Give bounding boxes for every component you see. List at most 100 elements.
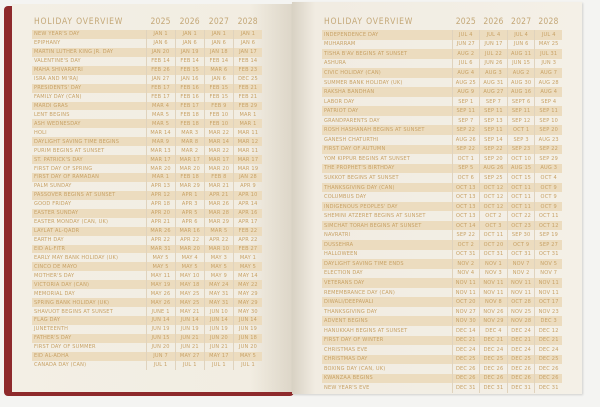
holiday-date: JUN 20 — [145, 342, 176, 352]
holiday-date: OCT 13 — [451, 192, 480, 202]
holiday-date: DEC 26 — [451, 364, 480, 374]
holiday-date: AUG 3 — [479, 68, 508, 78]
holiday-name: Victoria Day (CAN) — [32, 280, 146, 290]
year-header: 2027 — [511, 17, 532, 27]
holiday-date: APR 22 — [203, 235, 234, 245]
holiday-name: Civic Holiday (CAN) — [322, 68, 452, 78]
holiday-name: Independence Day — [322, 30, 452, 40]
holiday-date: MAY 31 — [203, 298, 234, 308]
holiday-name: Juneteenth — [34, 326, 69, 333]
holiday-date: OCT 15 — [506, 173, 535, 183]
holiday-date: JUN 10 — [203, 307, 234, 316]
holiday-date: MAY 3 — [203, 253, 234, 263]
table-row: Spring Bank Holiday (UK) MAY 26 MAY 25 MAY … — [32, 298, 262, 308]
holiday-name: Shemini Atzeret Begins at Sunset — [324, 213, 426, 220]
holiday-date: DEC 26 — [534, 373, 562, 384]
holiday-date: DEC 21 — [506, 335, 535, 346]
holiday-date: SEP 11 — [506, 106, 535, 116]
holiday-date: DEC 26 — [451, 373, 480, 384]
holiday-name: Veterans Day — [322, 278, 452, 288]
holiday-date: JUN 19 — [145, 324, 176, 334]
holiday-name: Eid al-Adha — [32, 351, 146, 361]
holiday-date: NOV 11 — [534, 278, 562, 288]
holiday-date: DEC 21 — [451, 335, 480, 346]
holiday-date: APR 21 — [145, 217, 176, 227]
holiday-name: Father's Day — [32, 333, 146, 343]
holiday-date: JUN 19 — [174, 324, 205, 334]
holiday-date: MAR 31 — [145, 244, 176, 254]
holiday-name: Rosh Hashanah Begins at Sunset — [322, 125, 452, 136]
holiday-date: SEP 7 — [451, 115, 480, 126]
table-row: Summer Bank Holiday (UK) AUG 25 AUG 31 AUG … — [322, 77, 562, 88]
holiday-date: OCT 13 — [451, 211, 480, 221]
holiday-date: JUL 31 — [534, 49, 562, 59]
holiday-date: OCT 11 — [479, 230, 508, 241]
holiday-date: MAR 26 — [203, 199, 234, 209]
holiday-date: DEC 31 — [479, 383, 508, 393]
header-row: HOLIDAY OVERVIEW 2025 2026 2027 2028 — [32, 14, 262, 30]
holiday-date: FEB 15 — [174, 65, 205, 75]
holiday-date: NOV 11 — [451, 287, 480, 298]
holiday-date: MAR 22 — [203, 128, 234, 138]
table-row: Canada Day (CAN) JUL 1 JUL 1 JUL 1 JUL 1 — [32, 360, 262, 370]
holiday-date: SEP 10 — [534, 115, 562, 126]
holiday-date: FEB 10 — [203, 110, 234, 120]
right-page: HOLIDAY OVERVIEW 2025 2026 2027 2028 Independ… — [292, 2, 582, 394]
holiday-date: FEB 10 — [203, 119, 234, 129]
holiday-date: OCT 12 — [479, 182, 508, 193]
holiday-name: Family Day (CAN) — [34, 94, 82, 101]
holiday-date: SEP 12 — [506, 115, 535, 126]
holiday-date: JUN 14 — [174, 316, 205, 325]
table-row: Simchat Torah Begins at Sunset OCT 14 OCT … — [322, 220, 562, 231]
holiday-name: Remembrance Day (CAN) — [324, 289, 396, 296]
holiday-date: MAY 5 — [232, 262, 262, 272]
table-row: Easter Monday (CAN, UK) APR 21 APR 6 MAR 29… — [32, 217, 262, 227]
holiday-date: SEP 22 — [451, 230, 480, 241]
holiday-date: OCT 20 — [479, 240, 508, 250]
table-row: Advent Begins NOV 30 NOV 29 NOV 28 DEC 3 — [322, 316, 562, 326]
table-row: Eid al-Adha JUN 7 MAY 27 MAY 17 MAY 5 — [32, 351, 262, 361]
holiday-date: OCT 11 — [534, 211, 562, 221]
table-row: Election Day NOV 4 NOV 3 NOV 2 NOV 7 — [322, 268, 562, 279]
holiday-date: MAY 1 — [232, 253, 262, 263]
table-row: Tisha B'Av Begins at Sunset AUG 2 JUL 22 AU… — [322, 49, 562, 59]
table-row: Palm Sunday APR 13 MAR 29 MAR 21 APR 9 — [32, 181, 262, 191]
holiday-date: MAY 30 — [232, 307, 262, 316]
holiday-date: SEP 29 — [534, 154, 562, 164]
holiday-name: Raksha Bandhan — [322, 87, 452, 97]
holiday-name: Advent Begins — [322, 316, 452, 326]
holiday-date: OCT 9 — [534, 182, 562, 193]
table-row: First Day of Summer JUN 20 JUN 21 JUN 21 JUN… — [32, 342, 262, 352]
holiday-date: MAR 17 — [145, 155, 176, 165]
holiday-date: DEC 24 — [534, 345, 562, 355]
holiday-date: FEB 16 — [174, 83, 205, 93]
holiday-date: JUL 1 — [174, 360, 205, 370]
holiday-date: JUL 4 — [506, 30, 535, 40]
holiday-date: MAY 31 — [203, 289, 234, 299]
holiday-date: FEB 15 — [203, 92, 234, 102]
holiday-date: DEC 31 — [534, 383, 562, 393]
table-row: Halloween OCT 31 OCT 31 OCT 31 OCT 31 — [322, 249, 562, 260]
holiday-date: DEC 24 — [451, 345, 480, 355]
holiday-date: OCT 12 — [534, 220, 562, 231]
holiday-date: AUG 2 — [506, 68, 535, 78]
holiday-name: Holi — [34, 129, 47, 136]
holiday-date: FEB 18 — [174, 119, 205, 129]
holiday-date: JUN 18 — [232, 333, 262, 343]
holiday-name: Indigenous Peoples' Day — [322, 201, 452, 212]
holiday-name: Purim Begins at Sunset — [34, 147, 105, 154]
holiday-date: MAR 17 — [203, 155, 234, 165]
holiday-name: Epiphany — [34, 40, 61, 47]
holiday-date: JAN 6 — [203, 38, 234, 48]
holiday-name: Flag Day — [32, 316, 146, 325]
holiday-date: APR 22 — [174, 235, 205, 245]
holiday-name: Summer Bank Holiday (UK) — [324, 79, 403, 86]
holiday-date: MAR 5 — [145, 119, 176, 129]
holiday-date: AUG 9 — [451, 87, 480, 97]
table-row: Juneteenth JUN 19 JUN 19 JUN 19 JUN 19 — [32, 324, 262, 334]
holiday-date: SEP 30 — [506, 230, 535, 241]
holiday-date: JAN 20 — [145, 47, 176, 57]
holiday-date: JAN 18 — [203, 47, 234, 57]
holiday-date: NOV 11 — [479, 287, 508, 298]
table-row: Earth Day APR 22 APR 22 APR 22 APR 22 — [32, 235, 262, 245]
